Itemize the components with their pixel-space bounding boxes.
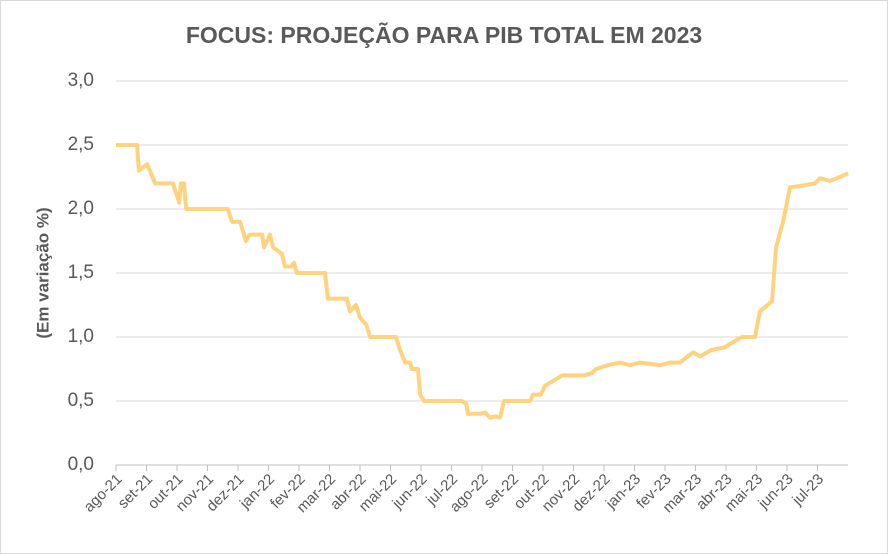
y-tick-label: 0,5 [68,390,94,411]
chart-title: FOCUS: PROJEÇÃO PARA PIB TOTAL EM 2023 [186,21,702,48]
y-tick-label: 2,0 [68,198,94,219]
y-tick-label: 1,5 [68,262,94,283]
y-tick-label: 3,0 [68,70,94,91]
line-series [116,143,849,420]
y-tick-label: 1,0 [68,326,94,347]
y-tick-label: 0,0 [68,454,94,475]
y-axis-label: (Em variação %) [33,207,52,338]
y-tick-label: 2,5 [68,134,94,155]
